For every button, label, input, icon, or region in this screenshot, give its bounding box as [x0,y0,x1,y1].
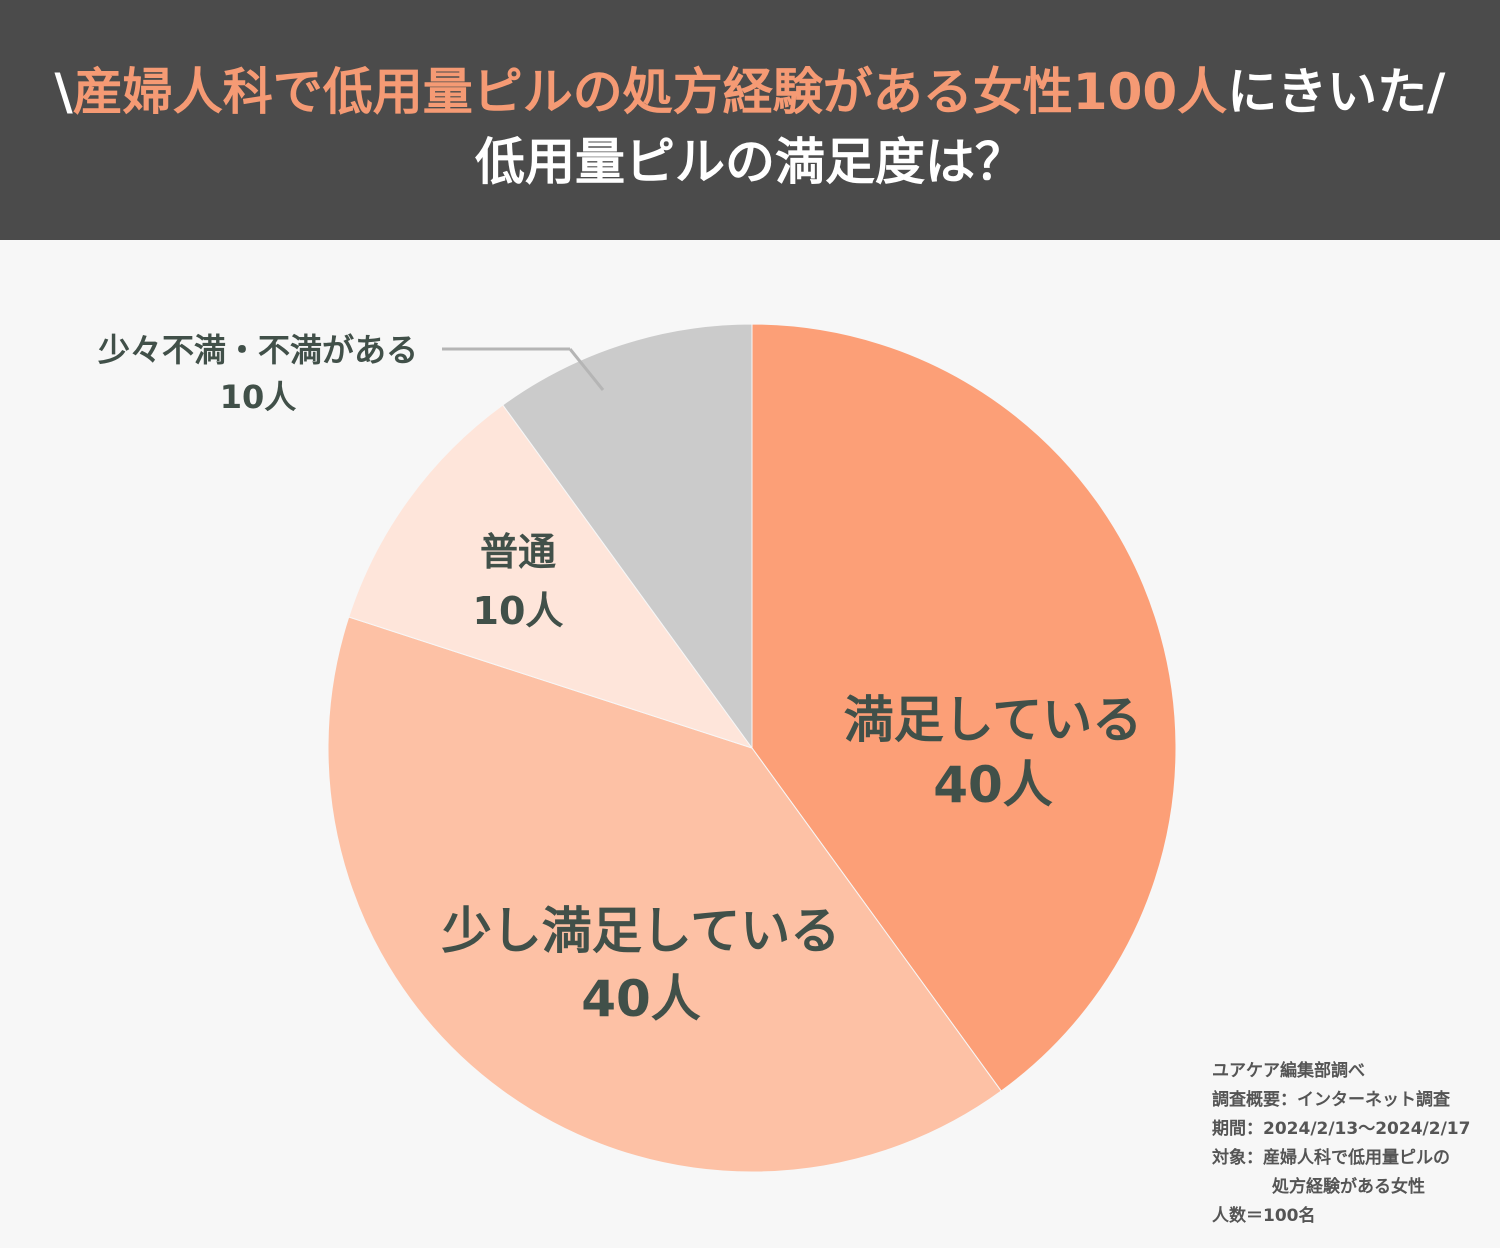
label-dissatisfied-name: 少々不満・不満がある [98,331,418,369]
source-line: 期間：2024/2/13〜2024/2/17 [1212,1119,1471,1139]
pie-slices [327,323,1177,1173]
title-highlight: 産婦人科で低用量ピルの処方経験がある女性100人 [72,63,1228,121]
source-line: 人数＝100名 [1212,1206,1316,1226]
source-line: ユアケア編集部調べ [1212,1061,1365,1081]
chart-title: 低用量ピルの満足度は？ [475,133,1025,191]
header-banner: \産婦人科で低用量ピルの処方経験がある女性100人にきいた/ 低用量ピルの満足度… [0,0,1500,240]
label-satisfied-value: 40人 [933,756,1053,814]
survey-source-note: ユアケア編集部調べ 調査概要：インターネット調査 期間：2024/2/13〜20… [1212,1057,1470,1231]
source-line: 対象：産婦人科で低用量ピルの [1212,1148,1450,1168]
label-neutral-value: 10人 [473,589,564,633]
pie-slice-3 [502,323,753,750]
source-line: 調査概要：インターネット調査 [1212,1090,1450,1110]
label-neutral-name: 普通 [480,530,556,574]
leader-line-diagonal [568,348,605,391]
pie-slice-0 [751,323,1177,1092]
title-tail: にきいた/ [1227,63,1446,121]
pie-slice-2 [348,404,754,749]
title-line-1: \産婦人科で低用量ピルの処方経験がある女性100人にきいた/ [0,58,1500,126]
label-somewhat-satisfied-value: 40人 [581,970,701,1028]
source-line: 処方経験がある女性 [1272,1177,1425,1197]
label-dissatisfied-value: 10人 [220,378,297,416]
title-open-mark: \ [54,63,73,121]
label-somewhat-satisfied-name: 少し満足している [442,902,841,960]
label-satisfied-name: 満足している [844,691,1143,749]
pie-slice-1 [327,616,1002,1173]
